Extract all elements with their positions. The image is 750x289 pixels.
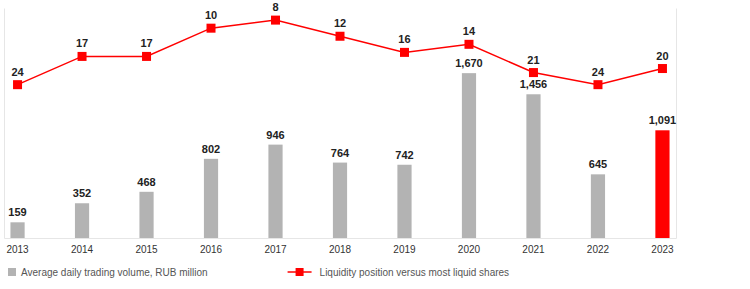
x-tick-label: 2020 xyxy=(458,244,481,255)
bar-label: 645 xyxy=(589,158,607,170)
x-tick: 2020 xyxy=(458,238,481,255)
line-label: 24 xyxy=(11,66,24,78)
line-marker xyxy=(13,80,22,89)
x-tick: 2023 xyxy=(651,238,674,255)
x-tick: 2017 xyxy=(264,238,287,255)
x-tick-label: 2015 xyxy=(135,244,158,255)
line-label: 21 xyxy=(527,54,539,66)
bar-label: 946 xyxy=(266,129,284,141)
bar xyxy=(75,203,89,238)
line-label: 17 xyxy=(76,37,88,49)
legend-label: Liquidity position versus most liquid sh… xyxy=(320,267,510,278)
x-axis-line xyxy=(5,238,677,239)
plot-marks xyxy=(10,16,669,238)
line-marker xyxy=(336,32,345,41)
line-marker xyxy=(529,68,538,77)
x-tick: 2013 xyxy=(6,238,29,255)
line-label: 10 xyxy=(205,9,217,21)
bar xyxy=(268,145,282,238)
x-tick-label: 2021 xyxy=(522,244,545,255)
line-marker xyxy=(207,24,216,33)
bar-label: 742 xyxy=(395,149,413,161)
bar xyxy=(10,222,24,238)
bar xyxy=(655,130,669,238)
bar-label: 1,670 xyxy=(455,57,483,69)
x-tick: 2015 xyxy=(135,238,158,255)
line-label: 24 xyxy=(592,66,605,78)
x-tick-label: 2019 xyxy=(393,244,416,255)
x-tick-label: 2014 xyxy=(71,244,94,255)
bar-label: 352 xyxy=(73,187,91,199)
legend: Average daily trading volume, RUB millio… xyxy=(8,267,509,278)
line-label: 14 xyxy=(463,25,476,37)
x-tick-label: 2022 xyxy=(587,244,610,255)
x-tick-label: 2017 xyxy=(264,244,287,255)
bar xyxy=(462,73,476,238)
legend-item: Average daily trading volume, RUB millio… xyxy=(8,267,208,278)
line-marker xyxy=(464,40,473,49)
bar xyxy=(139,192,153,238)
line-marker xyxy=(658,64,667,73)
bar-label: 802 xyxy=(202,143,220,155)
bar xyxy=(526,94,540,238)
bar-label: 468 xyxy=(137,176,155,188)
bar-label: 159 xyxy=(8,206,26,218)
line-marker xyxy=(78,52,87,61)
line-label: 17 xyxy=(140,37,152,49)
y-axis xyxy=(4,9,5,239)
x-tick-label: 2018 xyxy=(329,244,352,255)
x-tick: 2014 xyxy=(71,238,94,255)
x-axis: 2013 2014 2015 2016 2017 2018 2019 2020 2021 2022… xyxy=(5,238,677,255)
x-tick: 2022 xyxy=(587,238,610,255)
legend-item: Liquidity position versus most liquid sh… xyxy=(288,267,510,278)
x-tick: 2019 xyxy=(393,238,416,255)
bar xyxy=(204,159,218,238)
bar xyxy=(333,163,347,238)
line-marker xyxy=(593,80,602,89)
bar xyxy=(591,174,605,238)
x-tick-label: 2016 xyxy=(200,244,223,255)
line-label: 12 xyxy=(334,17,346,29)
line-marker xyxy=(271,16,280,25)
y-axis-line xyxy=(4,9,5,239)
chart: 2013201420152016201720182019202020212022… xyxy=(0,0,750,289)
line-label: 16 xyxy=(398,33,410,45)
x-tick: 2016 xyxy=(200,238,223,255)
line-marker xyxy=(400,48,409,57)
data-labels: 159 352 468 802 946 764 742 1,670 1,456 645 1,091 2… xyxy=(8,1,676,218)
bar-label: 1,091 xyxy=(649,114,677,126)
line-label: 8 xyxy=(272,1,278,13)
legend-marker xyxy=(296,268,304,276)
line xyxy=(18,20,663,85)
bar-label: 764 xyxy=(331,147,350,159)
line-label: 20 xyxy=(656,50,668,62)
bar-label: 1,456 xyxy=(520,78,548,90)
legend-label: Average daily trading volume, RUB millio… xyxy=(21,267,208,278)
line-marker xyxy=(142,52,151,61)
legend-swatch xyxy=(8,268,16,276)
x-tick-label: 2013 xyxy=(6,244,29,255)
x-tick: 2021 xyxy=(522,238,545,255)
bar xyxy=(397,165,411,238)
x-tick: 2018 xyxy=(329,238,352,255)
x-tick-label: 2023 xyxy=(651,244,674,255)
